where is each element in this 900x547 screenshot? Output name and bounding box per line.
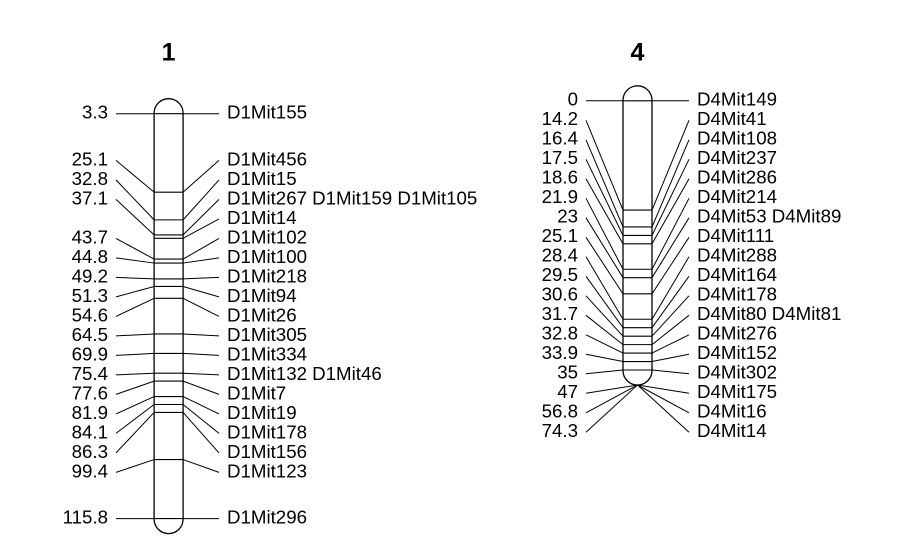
svg-text:D1Mit156: D1Mit156 — [227, 441, 307, 462]
svg-text:17.5: 17.5 — [542, 147, 578, 168]
svg-text:81.9: 81.9 — [72, 402, 108, 423]
svg-text:4: 4 — [631, 39, 645, 67]
svg-text:33.9: 33.9 — [542, 342, 578, 363]
svg-text:16.4: 16.4 — [542, 128, 578, 149]
svg-text:D1Mit15: D1Mit15 — [227, 168, 297, 189]
svg-text:69.9: 69.9 — [72, 343, 108, 364]
svg-text:D4Mit286: D4Mit286 — [697, 167, 777, 188]
svg-text:3.3: 3.3 — [82, 102, 108, 123]
svg-text:D1Mit155: D1Mit155 — [227, 102, 307, 123]
svg-text:64.5: 64.5 — [72, 324, 108, 345]
svg-text:D1Mit123: D1Mit123 — [227, 460, 307, 481]
svg-text:D1Mit94: D1Mit94 — [227, 285, 297, 306]
svg-text:32.8: 32.8 — [72, 168, 108, 189]
svg-text:25.1: 25.1 — [72, 148, 108, 169]
svg-text:D1Mit334: D1Mit334 — [227, 343, 307, 364]
svg-text:115.8: 115.8 — [63, 507, 108, 528]
svg-text:56.8: 56.8 — [542, 401, 578, 422]
svg-text:D1Mit102: D1Mit102 — [227, 226, 307, 247]
svg-text:14.2: 14.2 — [542, 108, 578, 129]
svg-text:23: 23 — [557, 206, 578, 227]
svg-text:D1Mit267 D1Mit159 D1Mit105: D1Mit267 D1Mit159 D1Mit105 — [227, 187, 477, 208]
svg-text:30.6: 30.6 — [542, 284, 578, 305]
svg-text:37.1: 37.1 — [72, 187, 108, 208]
svg-text:D4Mit237: D4Mit237 — [697, 147, 777, 168]
svg-text:D4Mit80 D4Mit81: D4Mit80 D4Mit81 — [697, 303, 841, 324]
svg-text:86.3: 86.3 — [72, 441, 108, 462]
svg-text:D1Mit296: D1Mit296 — [227, 507, 307, 528]
svg-text:0: 0 — [568, 89, 578, 110]
svg-text:32.8: 32.8 — [542, 323, 578, 344]
svg-text:D1Mit305: D1Mit305 — [227, 324, 307, 345]
svg-text:D4Mit175: D4Mit175 — [697, 381, 777, 402]
svg-text:D1Mit456: D1Mit456 — [227, 148, 307, 169]
svg-text:D1Mit132 D1Mit46: D1Mit132 D1Mit46 — [227, 363, 382, 384]
svg-text:99.4: 99.4 — [72, 460, 108, 481]
svg-text:25.1: 25.1 — [542, 225, 578, 246]
svg-text:D1Mit218: D1Mit218 — [227, 265, 307, 286]
svg-text:D1Mit19: D1Mit19 — [227, 402, 297, 423]
svg-text:D4Mit111: D4Mit111 — [697, 225, 774, 246]
svg-text:D4Mit149: D4Mit149 — [697, 89, 777, 110]
svg-text:44.8: 44.8 — [72, 246, 108, 267]
svg-text:D1Mit14: D1Mit14 — [227, 207, 297, 228]
svg-text:D4Mit276: D4Mit276 — [697, 323, 777, 344]
svg-text:D4Mit178: D4Mit178 — [697, 284, 777, 305]
svg-text:D4Mit16: D4Mit16 — [697, 401, 767, 422]
svg-text:D4Mit214: D4Mit214 — [697, 186, 777, 207]
svg-text:D4Mit41: D4Mit41 — [697, 108, 767, 129]
svg-text:43.7: 43.7 — [72, 226, 108, 247]
svg-text:28.4: 28.4 — [542, 245, 578, 266]
svg-text:D4Mit288: D4Mit288 — [697, 245, 777, 266]
svg-text:47: 47 — [557, 381, 578, 402]
svg-text:D1Mit178: D1Mit178 — [227, 421, 307, 442]
svg-text:75.4: 75.4 — [72, 363, 108, 384]
svg-text:51.3: 51.3 — [72, 285, 108, 306]
svg-text:D4Mit302: D4Mit302 — [697, 362, 777, 383]
svg-text:29.5: 29.5 — [542, 264, 578, 285]
svg-text:1: 1 — [162, 39, 176, 67]
svg-text:D1Mit100: D1Mit100 — [227, 246, 307, 267]
svg-text:77.6: 77.6 — [72, 382, 108, 403]
svg-text:D4Mit53 D4Mit89: D4Mit53 D4Mit89 — [697, 206, 841, 227]
svg-text:31.7: 31.7 — [542, 303, 578, 324]
svg-text:D1Mit26: D1Mit26 — [227, 304, 297, 325]
svg-text:35: 35 — [557, 362, 578, 383]
svg-text:D4Mit14: D4Mit14 — [697, 420, 767, 441]
svg-text:D4Mit164: D4Mit164 — [697, 264, 777, 285]
svg-text:49.2: 49.2 — [72, 265, 108, 286]
svg-text:18.6: 18.6 — [542, 167, 578, 188]
svg-text:D4Mit108: D4Mit108 — [697, 128, 777, 149]
svg-text:21.9: 21.9 — [542, 186, 578, 207]
svg-text:84.1: 84.1 — [72, 421, 108, 442]
svg-text:54.6: 54.6 — [72, 304, 108, 325]
svg-text:D1Mit7: D1Mit7 — [227, 382, 286, 403]
svg-text:D4Mit152: D4Mit152 — [697, 342, 777, 363]
svg-text:74.3: 74.3 — [542, 420, 578, 441]
